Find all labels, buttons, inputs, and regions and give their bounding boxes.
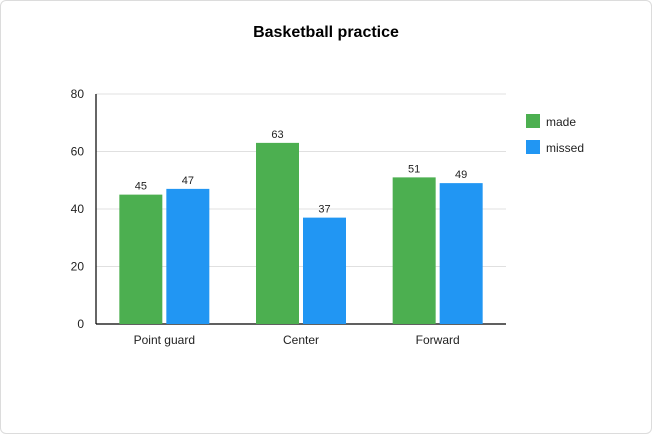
legend-label-made: made bbox=[546, 115, 576, 129]
y-tick-label: 80 bbox=[71, 87, 85, 101]
x-tick-label: Point guard bbox=[134, 333, 195, 347]
y-tick-label: 40 bbox=[71, 202, 85, 216]
data-label: 63 bbox=[271, 129, 283, 141]
x-tick-label: Center bbox=[283, 333, 319, 347]
bar-missed bbox=[439, 183, 483, 324]
x-tick-label: Forward bbox=[416, 333, 460, 347]
y-tick-label: 0 bbox=[77, 317, 84, 331]
bar-made bbox=[392, 177, 436, 324]
data-label: 51 bbox=[408, 163, 420, 175]
data-label: 47 bbox=[182, 175, 194, 187]
data-label: 37 bbox=[318, 204, 330, 216]
legend-label-missed: missed bbox=[546, 141, 584, 155]
bar-made bbox=[119, 194, 163, 324]
bar-missed bbox=[166, 188, 210, 324]
bar-missed bbox=[303, 217, 346, 324]
data-label: 45 bbox=[135, 181, 147, 193]
bar-made bbox=[256, 142, 299, 324]
chart-title: Basketball practice bbox=[253, 24, 399, 41]
y-tick-label: 60 bbox=[71, 145, 85, 159]
data-label: 49 bbox=[455, 169, 467, 181]
y-tick-label: 20 bbox=[71, 260, 85, 274]
legend-swatch-made bbox=[526, 114, 540, 128]
legend-swatch-missed bbox=[526, 140, 540, 154]
